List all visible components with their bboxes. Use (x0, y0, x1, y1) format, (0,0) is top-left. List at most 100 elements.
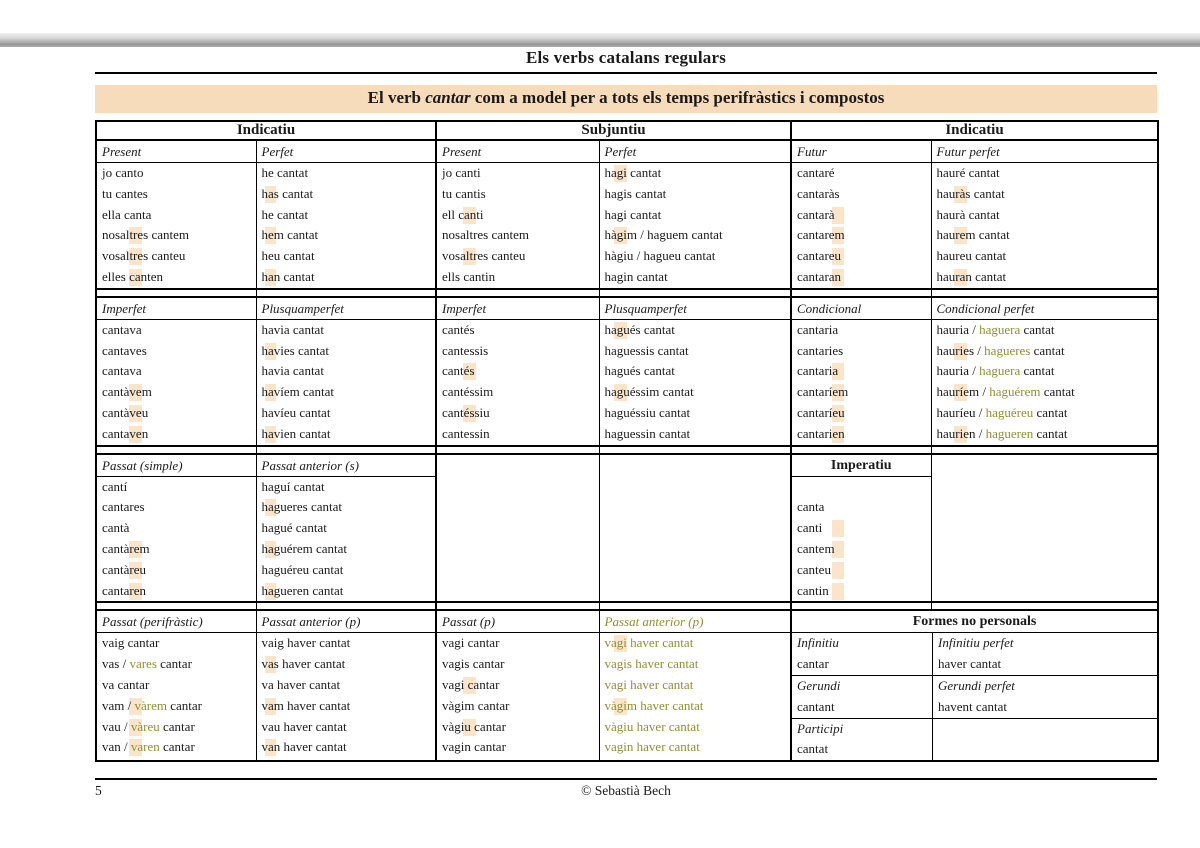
verb-form: cantin (792, 581, 931, 602)
subtitle-post: com a model per a tots els temps perifrà… (470, 88, 885, 107)
verb-form: cantaríem (792, 382, 931, 403)
tense-header: Plusquamperfet (599, 298, 791, 320)
verb-form: cantessis (442, 342, 489, 358)
verb-form: haureu cantat (936, 248, 1007, 264)
formes-grid: Infinitiu cantar Infinitiu perfet haver can… (792, 633, 1158, 761)
copyright: © Sebastià Bech (581, 783, 671, 799)
verb-form: havien cantat (257, 424, 436, 445)
verb-form: cantarien (792, 424, 931, 445)
verb-form: vagin haver cantat (604, 739, 700, 755)
formes-group-cell: Infinitiu perfet haver cantat (932, 633, 1157, 675)
verb-form: haurà cantat (936, 206, 1000, 222)
verb-form: vàgim haver cantat (600, 696, 791, 717)
verb-form: hagués cantat (600, 320, 791, 341)
tense-cell: Passat anterior (p) vaig haver cantat vas … (255, 609, 437, 762)
verb-form: cantaria (797, 321, 839, 337)
verb-form: haguéssim cantat (600, 382, 791, 403)
separator-cell (790, 601, 932, 612)
formes-label (933, 719, 1157, 740)
verb-form-segment: hauríeu / (936, 404, 986, 420)
verb-form: haurien / hagueren cantat (932, 424, 1158, 445)
verb-form: ell canti (437, 205, 599, 226)
separator-cell (435, 601, 600, 612)
verb-form: vosaltres canteu (97, 246, 256, 267)
formes-label: Infinitiu (797, 635, 839, 651)
separator-cell (598, 287, 792, 298)
verb-form: cantares (102, 499, 145, 515)
verb-form-segment: cantat (1020, 321, 1055, 337)
tense-header: Imperfet (97, 298, 256, 320)
verb-form: hauríeu / haguéreu cantat (932, 403, 1158, 424)
verb-form: havíeu cantat (261, 404, 331, 420)
verb-form: van haver cantat (257, 737, 436, 758)
block-separator (95, 444, 1159, 455)
tense-header: Passat (simple) (97, 455, 256, 477)
separator-cell (255, 601, 437, 612)
verb-form: cantàveu (97, 403, 256, 424)
verb-form: hagueres cantat (257, 497, 436, 518)
verb-form: cantés (442, 321, 475, 337)
verb-form: hagueren cantat (257, 581, 436, 602)
verb-form-segment: cantat (1033, 425, 1068, 441)
verb-form-segment: vau / (102, 718, 131, 734)
mood-header: Indicatiu (790, 120, 1159, 141)
verb-form: hauria / haguera cantat (932, 320, 1158, 341)
mood-header: Subjuntiu (435, 120, 792, 141)
verb-form: he cantat (261, 165, 309, 180)
verb-form: vas / vares cantar (97, 654, 256, 675)
tense-header: Present (437, 141, 599, 163)
verb-form: havies cantat (257, 341, 436, 362)
separator-cell (790, 287, 932, 298)
verb-form: hagi cantat (600, 163, 791, 184)
document-page: Els verbs catalans regulars El verb cant… (95, 0, 1160, 799)
verb-form-alt: vares (129, 656, 157, 672)
verb-form: cantaran (792, 267, 931, 288)
block-separator (95, 287, 1159, 298)
tense-cell: Present jo canti tu cantis ell canti nosaltr… (435, 139, 600, 290)
verb-form: haguessis cantat (604, 342, 689, 358)
verb-form-alt: vàrem (134, 697, 167, 713)
formes-group-cell: Infinitiu cantar (792, 633, 932, 675)
verb-form: haguessin cantat (604, 425, 691, 441)
formes-group-cell: Gerundi cantant (792, 674, 933, 718)
verb-form: hauràs cantat (932, 184, 1158, 205)
verb-form: cantarem (792, 225, 931, 246)
formes-title: Formes no personals (792, 611, 1158, 634)
verb-form: canta (797, 499, 825, 515)
verb-form: cantaren (97, 581, 256, 602)
separator-cell (255, 287, 437, 298)
verb-form-alt: varen (130, 739, 160, 755)
separator-cell (598, 601, 792, 612)
verb-form: cantar (797, 656, 829, 672)
separator-cell (95, 601, 257, 612)
verb-form: canteu (792, 560, 931, 581)
tense-header: Passat anterior (s) (256, 455, 436, 477)
verb-form-segment: cantat (1030, 342, 1065, 358)
verb-form-segment: cantar (156, 656, 192, 672)
verb-form-alt: hagueres (984, 342, 1031, 358)
verb-form: cantaré (797, 165, 835, 180)
formes-no-personals-cell: Formes no personals Infinitiu cantar Infini… (790, 609, 1159, 762)
verb-form: canti (792, 518, 931, 539)
tense-cell: Passat (p) vagi cantar vagis cantar vagi ca… (435, 609, 600, 762)
separator-cell (598, 444, 792, 455)
verb-form: cantés (437, 361, 599, 382)
window-top-bar (0, 33, 1200, 47)
verb-form: vaig haver cantat (261, 635, 351, 651)
tense-cell: Futur perfet hauré cantat hauràs cantat hau… (930, 139, 1159, 290)
verb-form: hauré cantat (936, 165, 1000, 180)
verb-form-alt: vàreu (130, 718, 160, 734)
verb-form: heu cantat (261, 248, 315, 264)
verb-form: hauries / hagueres cantat (932, 341, 1158, 362)
verb-form: vagi haver cantat (604, 676, 694, 692)
verb-form-segment: cantar (159, 739, 195, 755)
verb-form: vam haver cantat (257, 696, 436, 717)
tense-header: Perfet (599, 141, 791, 163)
verb-form-segment: cantar (159, 718, 195, 734)
verb-form-segment: hauríem / (936, 384, 990, 400)
tense-cell: Imperatiu canta canti cantem canteu cantin (790, 453, 932, 603)
separator-cell (930, 444, 1159, 455)
separator-cell (95, 444, 257, 455)
verb-form: cantaríeu (792, 403, 931, 424)
verb-form: hem cantat (257, 225, 436, 246)
